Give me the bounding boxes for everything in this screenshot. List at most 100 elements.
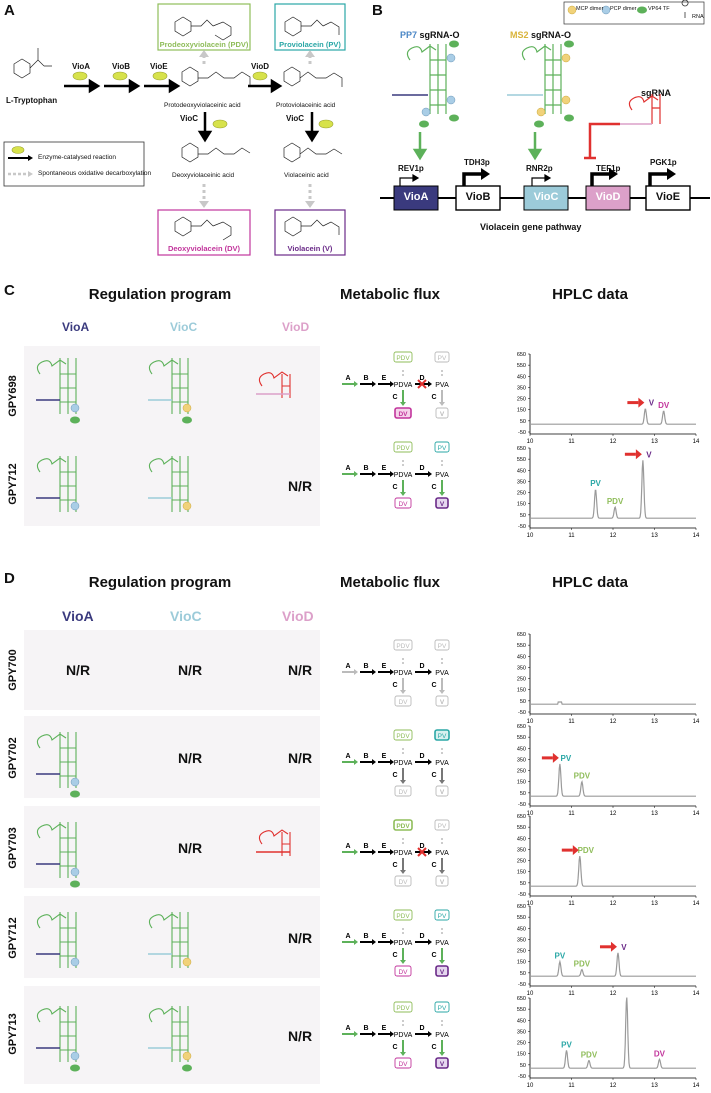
svg-text:D: D [419,375,424,382]
hplc-xtick: 13 [651,439,658,445]
hplc-red-arrow [627,397,645,408]
pp7-label: PP7 [400,30,418,40]
hplc-xtick: 10 [527,811,534,817]
svg-text:V: V [440,501,445,508]
hplc-red-arrow [599,941,617,952]
svg-text:C: C [431,682,436,689]
hplc-xtick: 12 [610,1083,617,1089]
c-title-regulation: Regulation program [88,286,232,303]
hplc-xtick: 13 [651,901,658,907]
hplc-xtick: 10 [527,1083,534,1089]
svg-text:C: C [392,682,397,689]
svg-text:E: E [382,1025,387,1032]
d-gpy702-viod-nr: N/R [287,750,313,766]
d-row-gpy700 [24,630,320,710]
hplc-xtick: 14 [693,719,700,725]
c-strain-gpy698: GPY698 [7,375,19,417]
hplc-ytick: 650 [517,996,526,1002]
svg-text:C: C [392,952,397,959]
hplc-peak-label: V [649,399,655,408]
hplc-trace [530,856,696,887]
flux-diagram: A B E PDVA D PVA PDV PV C C DV V [342,819,450,887]
svg-text:A: A [345,465,350,472]
c-gpy712-viod-nr: N/R [287,478,313,494]
d-gpy702-vioc-nr: N/R [177,750,203,766]
gene-viob: VioB [465,191,491,203]
hplc-ytick: -50 [518,892,526,898]
hplc-ytick: 450 [517,1018,526,1024]
svg-text:E: E [382,843,387,850]
hplc-xtick: 10 [527,901,534,907]
hplc-ytick: 450 [517,926,526,932]
svg-text:C: C [392,394,397,401]
c-row-gpy698 [24,346,320,444]
svg-text:DV: DV [398,1061,408,1068]
hplc-ytick: 50 [520,699,526,705]
promoter-tdh3p: TDH3p [464,158,490,167]
spontaneous-arrows [199,50,315,208]
svg-text:DV: DV [398,411,408,418]
svg-text:E: E [382,465,387,472]
svg-text:PDV: PDV [396,1005,410,1012]
d-gpy713-viod-nr: N/R [287,1028,313,1044]
flux-diagram: A B E PDVA D PVA PDV PV C C DV V [342,1001,450,1069]
c-title-flux: Metabolic flux [339,286,440,303]
hplc-xtick: 10 [527,439,534,445]
hplc-ytick: 350 [517,665,526,671]
hplc-xtick: 14 [693,1083,700,1089]
v-box [274,209,346,256]
svg-text:B: B [363,1025,368,1032]
hplc-ytick: 550 [517,1007,526,1013]
svg-text:PDV: PDV [396,445,410,452]
promoter-tef1p: TEF1p [596,164,621,173]
hplc-xtick: 11 [568,991,575,997]
pp7-sgrna-o: sgRNA-O [419,30,460,40]
hplc-xtick: 14 [693,439,700,445]
svg-text:PDVA: PDVA [394,760,413,767]
hplc-ytick: 150 [517,502,526,508]
enzyme-vioe: VioE [150,62,168,71]
svg-text:C: C [392,484,397,491]
svg-text:PV: PV [438,823,447,830]
gene-vioc: VioC [533,191,559,203]
svg-text:PVA: PVA [435,670,449,677]
pdv-label: Prodeoxyviolacein (PDV) [159,40,249,49]
hplc-xtick: 10 [527,719,534,725]
hplc-ytick: -50 [518,524,526,530]
hplc-ytick: 50 [520,513,526,519]
pathway-caption: Violacein gene pathway [480,222,582,232]
hplc-xtick: 10 [527,991,534,997]
svg-text:PDVA: PDVA [394,1032,413,1039]
hplc-peak-label: PV [561,754,572,763]
svg-text:DV: DV [398,699,408,706]
ms2-sgrna-o: sgRNA-O [531,30,572,40]
svg-text:B: B [363,933,368,940]
svg-text:D: D [419,465,424,472]
svg-text:A: A [345,375,350,382]
hplc-xtick: 14 [693,901,700,907]
flux-diagram: A B E PDVA D PVA PDV PV C C DV V [342,639,450,707]
hplc-xtick: 11 [568,1083,575,1089]
hplc-xtick: 11 [568,439,575,445]
svg-text:V: V [440,969,445,976]
hplc-peak-label: PDV [581,1050,598,1059]
hplc-ytick: 250 [517,1041,526,1047]
enzyme-ovals [72,71,334,129]
hplc-xtick: 11 [568,811,575,817]
hplc-peak-label: V [621,943,627,952]
hplc-peak-label: V [646,450,652,459]
sgrna-label: sgRNA [641,88,672,98]
d-title-regulation: Regulation program [88,574,232,591]
gene-vioa: VioA [403,191,429,203]
svg-text:PVA: PVA [435,850,449,857]
pdva-label: Protodeoxyviolaceinic acid [164,102,241,109]
hplc-ytick: 250 [517,859,526,865]
svg-text:DV: DV [398,969,408,976]
hplc-xtick: 12 [610,439,617,445]
c-col-vioa: VioA [62,320,90,334]
d-col-vioc: VioC [170,608,202,624]
svg-text:PDV: PDV [396,355,410,362]
hplc-ytick: 450 [517,468,526,474]
